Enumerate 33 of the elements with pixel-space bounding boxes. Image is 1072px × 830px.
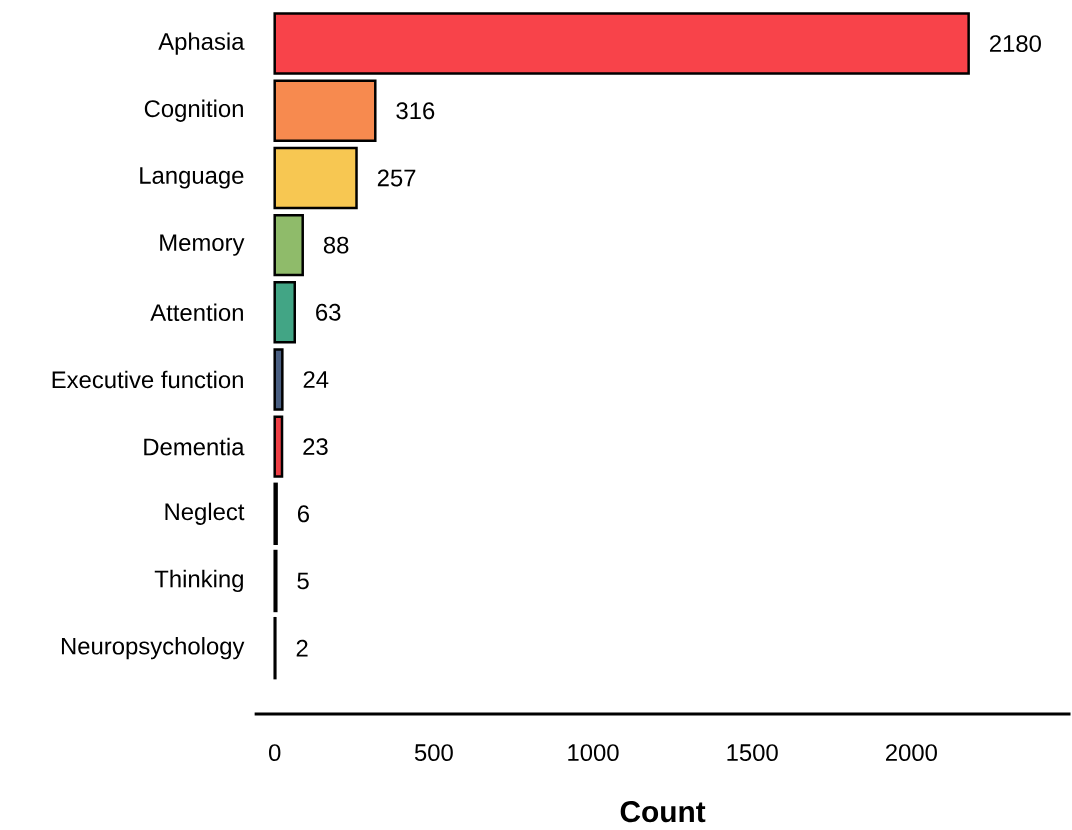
- x-axis-title: Count: [620, 801, 706, 823]
- bar: [273, 213, 304, 277]
- data-label: 2: [296, 639, 308, 657]
- y-tick-label: Dementia: [144, 437, 245, 456]
- y-tick-label: Neglect: [165, 502, 245, 525]
- bar: [273, 280, 296, 344]
- y-tick-label: Thinking: [154, 569, 243, 593]
- data-label: 5: [297, 572, 309, 590]
- bar: [273, 79, 377, 142]
- y-tick-label: Cognition: [144, 99, 243, 122]
- data-label: 63: [316, 303, 341, 321]
- data-label: 6: [297, 505, 309, 523]
- y-tick-label: Memory: [160, 234, 245, 256]
- x-tick-label: 500: [414, 744, 453, 761]
- x-tick-label: 1000: [568, 744, 619, 761]
- y-tick-label: Language: [140, 167, 244, 189]
- data-label: 24: [303, 371, 329, 388]
- y-tick-label: Attention: [150, 303, 243, 321]
- x-tick-label: 1500: [727, 744, 778, 761]
- data-label: 88: [323, 236, 349, 254]
- bar: [273, 12, 970, 75]
- data-label: 316: [396, 102, 435, 120]
- x-tick-label: 2000: [885, 744, 937, 761]
- bar: [273, 146, 358, 210]
- bar: [273, 415, 284, 478]
- data-label: 23: [303, 438, 328, 455]
- y-tick-label: Executive function: [52, 370, 243, 389]
- data-label: 257: [377, 169, 416, 187]
- y-tick-label: Aphasia: [158, 32, 245, 55]
- y-tick-label: Neuropsychology: [61, 636, 245, 660]
- data-label: 2180: [989, 35, 1041, 52]
- x-tick-label: 0: [269, 744, 281, 761]
- bar: [273, 348, 284, 411]
